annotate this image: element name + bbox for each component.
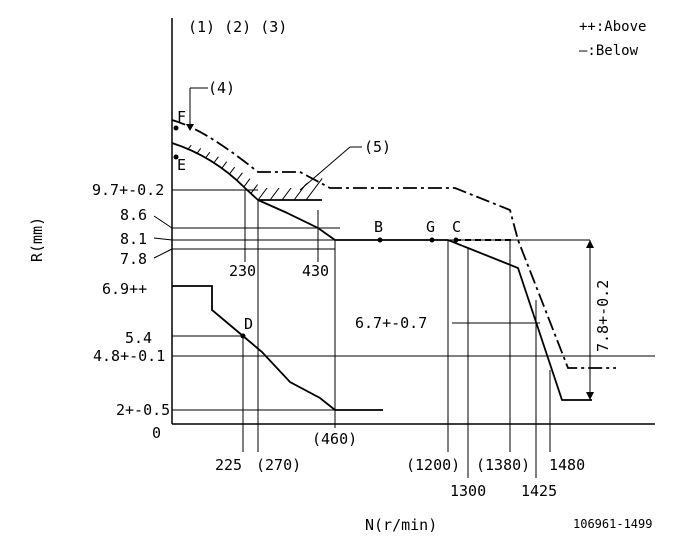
y-mark-9-7: 9.7+-0.2: [92, 181, 164, 199]
x-mark-430: 430: [302, 262, 329, 280]
legend-above: ++:Above: [579, 19, 646, 35]
x-mark-460: (460): [312, 430, 357, 448]
x-mark-1300: 1300: [450, 482, 486, 500]
point-g-marker: [429, 237, 435, 243]
callout-5-label: (5): [364, 138, 391, 156]
y-mark-6-9: 6.9++: [102, 280, 147, 298]
x-mark-230: 230: [229, 262, 256, 280]
legend-below: —:Below: [579, 43, 639, 59]
rpm-reference-lines: [242, 190, 551, 478]
point-b-marker: [377, 237, 383, 243]
point-d-label: D: [244, 315, 253, 333]
x-mark-225: 225: [215, 456, 242, 474]
reference-lines: [172, 189, 655, 411]
dimension-top-arrowhead: [586, 240, 594, 248]
point-b-label: B: [374, 218, 383, 236]
main-characteristic-curve: [257, 199, 592, 401]
reference-numbers: (1) (2) (3): [188, 18, 287, 36]
lower-characteristic-curve: [172, 285, 383, 411]
callout-4-label: (4): [208, 79, 235, 97]
point-f-marker: [173, 125, 179, 131]
range-6-7-label: 6.7+-0.7: [355, 314, 427, 332]
point-e-marker: [173, 154, 179, 160]
point-g-label: G: [426, 218, 435, 236]
x-mark-1200: (1200): [406, 456, 460, 474]
dimension-bottom-arrowhead: [586, 392, 594, 400]
point-e-label: E: [177, 156, 186, 174]
y-mark-2: 2+-0.5: [116, 401, 170, 419]
y-mark-7-8: 7.8: [120, 250, 147, 268]
y-mark-8-1: 8.1: [120, 230, 147, 248]
point-c-marker: [453, 237, 459, 243]
y-axis-label: R(mm): [28, 217, 46, 262]
x-mark-1425: 1425: [521, 482, 557, 500]
y-mark-5-4: 5.4: [125, 329, 152, 347]
y-mark-8-6: 8.6: [120, 206, 147, 224]
figure-id: 106961-1499: [573, 517, 652, 531]
x-mark-1480: 1480: [549, 456, 585, 474]
main-curve-start: [171, 142, 322, 201]
callout-4-arrowhead: [186, 124, 194, 131]
y-label-leaders: [153, 215, 173, 259]
point-c-label: C: [452, 218, 461, 236]
x-mark-1380: (1380): [476, 456, 530, 474]
origin-label: 0: [152, 424, 161, 442]
x-mark-270: (270): [256, 456, 301, 474]
data-points: [173, 125, 459, 339]
callout-5-leader: [299, 146, 351, 191]
point-f-label: F: [177, 108, 186, 126]
dimension-7-8-label: 7.8+-0.2: [594, 280, 612, 352]
point-d-marker: [240, 333, 246, 339]
y-mark-4-8: 4.8+-0.1: [93, 347, 165, 365]
x-axis-label: N(r/min): [365, 516, 437, 534]
